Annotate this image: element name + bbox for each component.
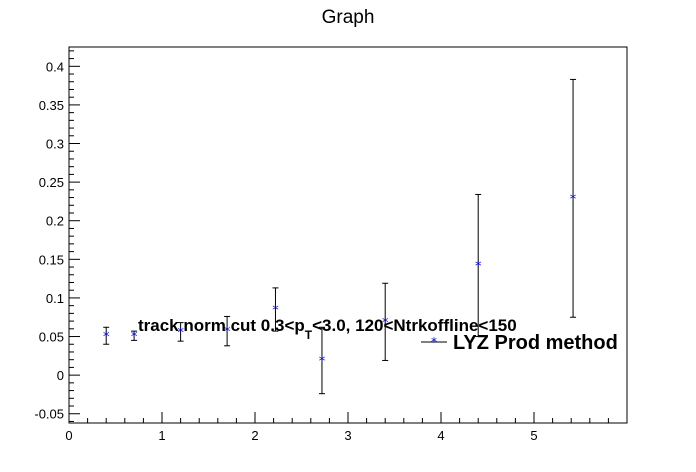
y-tick-label: 0.3 (46, 137, 64, 152)
annotation-main: track norm cut 0.3<p (138, 316, 305, 335)
y-tick-label: 0.2 (46, 214, 64, 229)
x-tick-label: 1 (158, 428, 165, 443)
x-tick-label: 2 (251, 428, 258, 443)
annotation-subscript: T (305, 328, 313, 342)
x-tick-label: 5 (530, 428, 537, 443)
plot-frame (68, 46, 628, 424)
x-axis: 0 1 2 3 4 5 (65, 412, 609, 443)
data-point-marker: * (272, 304, 279, 319)
data-point-marker: * (103, 330, 110, 345)
data-point-marker: * (319, 354, 326, 369)
y-tick-label: 0.35 (39, 98, 64, 113)
annotation-text: track norm cut 0.3<pT<3.0, 120<Ntrkoffli… (138, 316, 517, 342)
y-tick-label: 0.15 (39, 252, 64, 267)
data-point-marker: * (224, 325, 231, 340)
y-tick-label: 0.4 (46, 59, 64, 74)
annotation-rest: <3.0, 120<Ntrkoffline<150 (312, 316, 517, 335)
y-tick-label: 0.05 (39, 330, 64, 345)
y-tick-label: 0 (57, 368, 64, 383)
x-tick-label: 0 (65, 428, 72, 443)
legend: * LYZ Prod method (421, 332, 618, 354)
x-tick-label: 4 (437, 428, 444, 443)
y-tick-label: 0.25 (39, 175, 64, 190)
legend-label: LYZ Prod method (453, 332, 618, 354)
x-tick-label: 3 (344, 428, 351, 443)
data-points: * * * * * * * * * (103, 78, 577, 395)
chart-title: Graph (322, 7, 375, 28)
legend-marker: * (431, 335, 437, 349)
data-point-marker: * (475, 259, 482, 274)
data-point-marker: * (131, 330, 138, 345)
y-tick-label: -0.05 (34, 407, 64, 422)
data-point-marker: * (177, 326, 184, 341)
data-point-marker: * (570, 192, 577, 207)
data-point-marker: * (382, 316, 389, 331)
y-axis: -0.05 0 0.05 0.1 0.15 0.2 0.25 0.3 0.35 0.4 (34, 50, 80, 422)
y-tick-label: 0.1 (46, 291, 64, 306)
